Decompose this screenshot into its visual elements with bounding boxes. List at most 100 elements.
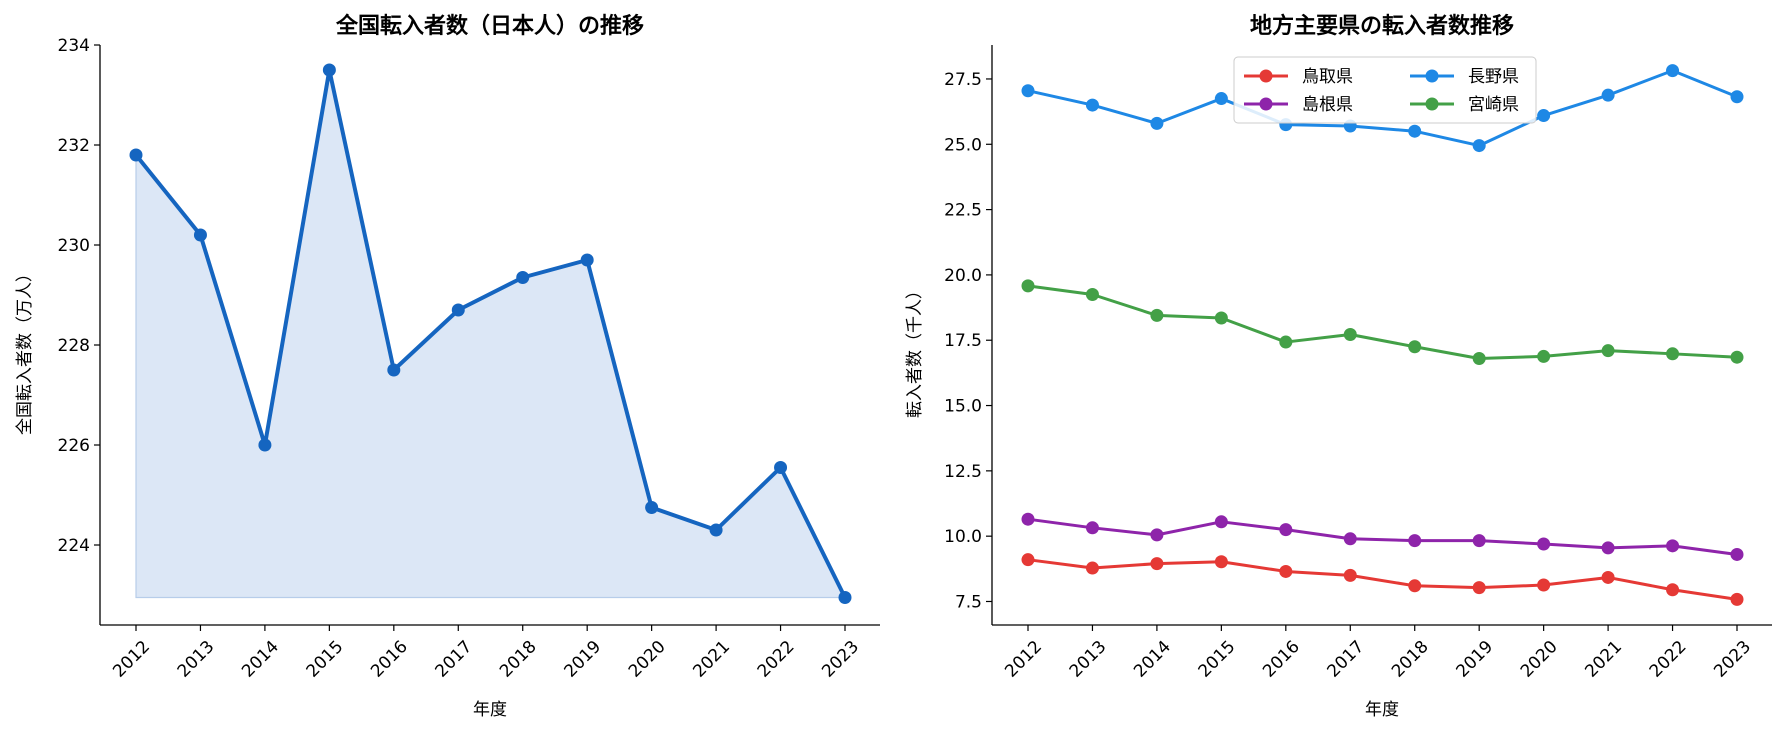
national-x-tick-label: 2014 — [238, 637, 283, 682]
prefecture-series-1-point — [1214, 515, 1228, 529]
prefecture-x-tick-label: 2022 — [1646, 637, 1691, 682]
prefecture-x-tick-label: 2019 — [1452, 637, 1497, 682]
national-x-tick-label: 2017 — [432, 637, 477, 682]
prefecture-series-1-point — [1343, 532, 1357, 546]
prefecture-series-3-point — [1214, 311, 1228, 325]
national-x-tick-label: 2015 — [303, 637, 348, 682]
prefecture-legend-label-2: 長野県 — [1468, 67, 1519, 87]
national-series-0-point — [709, 523, 723, 537]
prefecture-series-1-point — [1472, 534, 1486, 548]
prefecture-chart-ylabel: 転入者数（千人） — [905, 282, 925, 418]
national-chart: 全国転入者数（日本人）の推移 年度 全国転入者数（万人） 224 226 228 23… — [15, 13, 880, 720]
prefecture-y-tick-label: 27.5 — [944, 70, 982, 90]
prefecture-series-3-point — [1021, 279, 1035, 293]
prefecture-series-0-point — [1279, 564, 1293, 578]
prefecture-legend-marker-3 — [1425, 97, 1439, 111]
prefecture-series-2-point — [1472, 139, 1486, 153]
prefecture-series-2-point — [1601, 88, 1615, 102]
prefecture-series-1-point — [1601, 541, 1615, 555]
prefecture-series-1-point — [1537, 537, 1551, 551]
national-x-tick-label: 2013 — [174, 637, 219, 682]
prefecture-series-1-point — [1279, 523, 1293, 537]
prefecture-y-tick-label: 22.5 — [944, 201, 982, 221]
prefecture-series-0-point — [1601, 570, 1615, 584]
prefecture-series-2-point — [1150, 116, 1164, 130]
national-x-tick-label: 2016 — [367, 637, 412, 682]
prefecture-legend-label-1: 島根県 — [1302, 95, 1353, 115]
national-series-0-point — [322, 63, 336, 77]
prefecture-series-line-3 — [1027, 284, 1738, 361]
prefecture-y-tick-label: 12.5 — [944, 462, 982, 482]
prefecture-series-3-point — [1279, 335, 1293, 349]
national-series-0-point — [838, 591, 852, 604]
prefecture-series-line-2 — [1027, 69, 1738, 148]
national-series-line-0 — [134, 68, 847, 599]
prefecture-x-tick-label: 2013 — [1066, 637, 1111, 682]
prefecture-series-3-point — [1343, 327, 1357, 341]
prefecture-x-tick-label: 2015 — [1195, 637, 1240, 682]
prefecture-x-tick-label: 2014 — [1130, 637, 1175, 682]
prefecture-series-0-point — [1085, 561, 1099, 575]
prefecture-series-3-point — [1408, 340, 1422, 354]
national-y-tick-label: 234 — [58, 36, 90, 56]
national-series-0-point — [129, 148, 143, 162]
prefecture-x-tick-label: 2017 — [1324, 637, 1369, 682]
prefecture-x-tick-label: 2018 — [1388, 637, 1433, 682]
national-x-tick-label: 2021 — [689, 637, 734, 682]
prefecture-series-3-point — [1085, 288, 1099, 302]
national-x-tick-label: 2022 — [754, 637, 799, 682]
prefecture-series-1-point — [1666, 539, 1680, 553]
national-y-tick-label: 226 — [58, 436, 90, 456]
prefecture-x-tick-label: 2012 — [1001, 637, 1046, 682]
prefecture-series-0-point — [1021, 553, 1035, 567]
prefecture-series-3-point — [1150, 308, 1164, 322]
prefecture-series-3-point — [1666, 347, 1680, 361]
prefecture-series-1-point — [1021, 512, 1035, 526]
national-y-tick-label: 228 — [58, 336, 90, 356]
national-x-tick-label: 2020 — [625, 637, 670, 682]
prefecture-series-2-point — [1085, 98, 1099, 112]
national-series-0-point — [645, 501, 659, 514]
national-x-tick-label: 2018 — [496, 637, 541, 682]
prefecture-series-3-point — [1537, 349, 1551, 363]
prefecture-chart-xlabel: 年度 — [1365, 700, 1399, 720]
prefecture-series-2-point — [1021, 84, 1035, 98]
national-x-tick-label: 2012 — [109, 637, 154, 682]
prefecture-legend-label-0: 鳥取県 — [1302, 67, 1353, 87]
prefecture-legend-box — [1233, 56, 1537, 124]
prefecture-y-tick-label: 7.5 — [955, 592, 982, 612]
prefecture-series-2-point — [1214, 92, 1228, 106]
prefecture-legend-marker-0 — [1259, 69, 1273, 83]
national-y-tick-label: 232 — [58, 136, 90, 156]
national-chart-title: 全国転入者数（日本人）の推移 — [335, 13, 644, 39]
national-x-tick-label: 2023 — [818, 637, 863, 682]
prefecture-legend-label-3: 宮崎県 — [1468, 95, 1519, 115]
prefecture-y-tick-label: 17.5 — [944, 331, 982, 351]
prefecture-series-0-point — [1150, 557, 1164, 571]
prefecture-y-tick-label: 15.0 — [944, 397, 982, 417]
prefecture-series-line-1 — [1027, 517, 1738, 556]
prefecture-series-3-point — [1730, 350, 1744, 364]
national-series-0-point — [580, 253, 594, 267]
national-area-fill — [135, 69, 846, 599]
national-chart-xlabel: 年度 — [473, 700, 507, 720]
prefecture-series-0-point — [1472, 581, 1486, 595]
prefecture-series-3-point — [1601, 344, 1615, 358]
prefecture-series-0-point — [1537, 578, 1551, 592]
prefecture-series-2-point — [1666, 64, 1680, 78]
prefecture-x-tick-label: 2020 — [1517, 637, 1562, 682]
prefecture-chart-title: 地方主要県の転入者数推移 — [1250, 13, 1514, 39]
prefecture-series-2-point — [1408, 124, 1422, 138]
prefecture-y-tick-label: 10.0 — [944, 527, 982, 547]
prefecture-series-line-0 — [1027, 558, 1738, 601]
prefecture-series-0-point — [1730, 592, 1744, 606]
prefecture-series-0-point — [1666, 583, 1680, 597]
national-y-tick-label: 230 — [58, 236, 90, 256]
prefecture-x-tick-label: 2023 — [1710, 637, 1755, 682]
prefecture-x-tick-label: 2021 — [1581, 637, 1626, 682]
prefecture-series-2-point — [1730, 90, 1744, 104]
prefecture-legend-marker-1 — [1259, 97, 1273, 111]
prefecture-legend-marker-2 — [1425, 69, 1439, 83]
